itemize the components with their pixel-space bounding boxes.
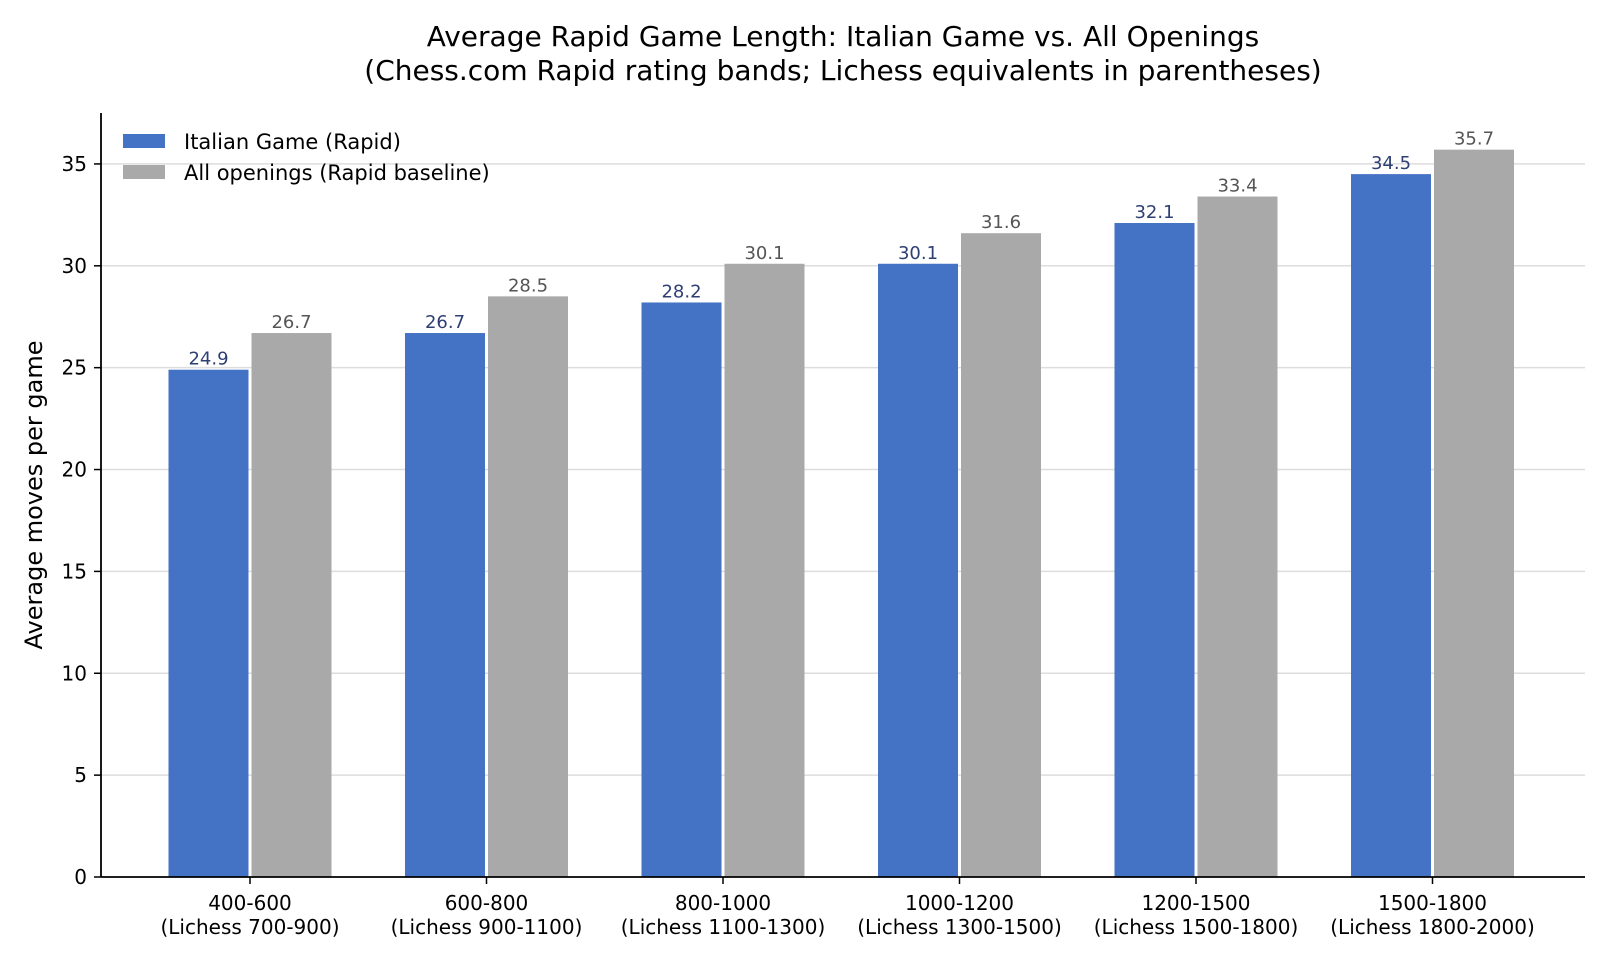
y-tick-label: 15 (62, 559, 87, 583)
y-tick-label: 10 (62, 661, 87, 685)
bar-value-label: 30.1 (898, 243, 938, 264)
axes: 0 5 10 15 20 25 30 35 400-600(Lichess 700-900) 60… (62, 113, 1585, 939)
y-tick-label: 0 (74, 865, 87, 889)
chart-title: Average Rapid Game Length: Italian Game … (427, 20, 1260, 53)
x-tick-label: (Lichess 1100-1300) (621, 915, 826, 939)
y-axis-label: Average moves per game (20, 341, 48, 650)
legend-swatch (123, 165, 165, 179)
bar (405, 333, 485, 878)
y-tick-label: 5 (74, 763, 87, 787)
bar (168, 369, 249, 877)
bar-value-label: 26.7 (271, 312, 311, 333)
data-labels: 24.9 26.7 28.2 30.1 32.1 34.5 26.7 28.5 30.1 31.6… (188, 129, 1494, 370)
bar (1351, 174, 1431, 877)
bars (168, 149, 1514, 878)
bar-value-label: 32.1 (1134, 202, 1174, 223)
bar (961, 233, 1041, 878)
legend-label: Italian Game (Rapid) (184, 130, 401, 154)
y-tick-label: 35 (62, 152, 87, 176)
bar-value-label: 28.2 (661, 281, 701, 302)
legend: Italian Game (Rapid) All openings (Rapid … (123, 130, 490, 185)
bar (1197, 196, 1278, 878)
bar (878, 263, 958, 877)
bar-value-label: 28.5 (508, 275, 548, 296)
legend-label: All openings (Rapid baseline) (184, 161, 490, 185)
bar-value-label: 24.9 (188, 349, 228, 370)
x-tick-label: 1000-1200 (905, 891, 1014, 915)
y-tick-label: 20 (62, 458, 87, 482)
x-tick-label: 600-800 (445, 891, 529, 915)
bar-value-label: 26.7 (425, 312, 465, 333)
chart-subtitle: (Chess.com Rapid rating bands; Lichess e… (364, 54, 1321, 87)
bar-value-label: 35.7 (1454, 129, 1494, 150)
bar-value-label: 30.1 (744, 243, 784, 264)
bar (488, 296, 568, 877)
x-tick-label: 1500-1800 (1378, 891, 1487, 915)
x-tick-label: (Lichess 700-900) (160, 915, 339, 939)
x-tick-label: 1200-1500 (1141, 891, 1250, 915)
y-tick-label: 25 (62, 356, 87, 380)
bar (1114, 223, 1195, 878)
grid-lines (101, 163, 1585, 776)
bar (641, 302, 722, 877)
legend-swatch (123, 134, 165, 148)
bar (1434, 149, 1514, 877)
x-tick-label: 800-1000 (675, 891, 771, 915)
x-tick-label: (Lichess 1500-1800) (1094, 915, 1299, 939)
bar-value-label: 33.4 (1217, 176, 1257, 197)
bar (724, 263, 805, 877)
x-tick-label: (Lichess 1800-2000) (1330, 915, 1535, 939)
bar (251, 333, 332, 878)
bar-value-label: 34.5 (1371, 153, 1411, 174)
x-tick-label: (Lichess 1300-1500) (857, 915, 1062, 939)
bar-value-label: 31.6 (981, 212, 1021, 233)
x-tick-label: 400-600 (208, 891, 292, 915)
x-tick-label: (Lichess 900-1100) (391, 915, 583, 939)
y-tick-label: 30 (62, 254, 87, 278)
